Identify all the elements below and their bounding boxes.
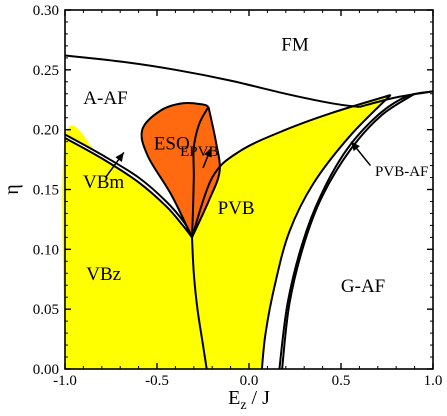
boundary-vbz-right [191,237,208,370]
y-tick-label: 0.25 [33,63,59,79]
x-axis-label-main: E [228,387,240,409]
boundary-pvb-left [191,94,391,238]
label-vbm: VBm [83,172,124,193]
x-axis-label-tail: / J [247,387,271,409]
y-tick-label: 0.05 [33,302,59,318]
boundary-vbm-inner [64,137,193,239]
region-vbz [62,125,207,369]
boundary-fm-top [64,54,360,108]
label-eso: ESO [154,134,190,155]
label-a-af: A-AF [83,88,127,109]
y-tick-label: 0.00 [33,362,59,378]
region-pvb [192,95,391,369]
y-tick-label: 0.10 [33,242,59,258]
y-tick-label: 0.30 [33,3,59,19]
axis-ticks: -1.0 -0.5 0.0 0.5 1.0 0.00 0.05 0.10 0.15 0.20 0.2… [33,3,443,389]
label-arrows [104,141,372,178]
x-tick-label: 0.0 [240,373,259,389]
region-eso [141,102,209,238]
phase-boundaries [64,54,434,370]
label-pvb-af: PVB-AF [375,164,428,180]
label-vbz: VBz [86,264,121,285]
boundary-pvb-right [260,94,392,370]
x-tick-label: -1.0 [53,373,77,389]
boundary-pvbaf-outer [278,90,434,370]
region-epvb [192,106,220,238]
boundary-epvb-right [191,106,221,238]
boundary-eso-outer [140,101,210,238]
x-tick-label: 1.0 [424,373,443,389]
label-fm: FM [281,34,309,55]
label-epvb: EPVB [180,144,218,160]
arrow-head-1 [204,147,212,158]
y-tick-label: 0.15 [33,183,59,199]
label-g-af: G-AF [341,276,385,297]
x-axis-label-sub: z [240,398,246,411]
x-axis-label: Ez / J [228,387,270,411]
boundary-pvbaf-inner [281,92,416,370]
arrow-head-0 [115,152,124,163]
label-pvb: PVB [218,198,255,219]
arrow-head-2 [351,141,360,152]
phase-regions [62,95,391,369]
x-tick-label: 0.5 [332,373,351,389]
boundary-eso-inner [191,106,210,238]
y-tick-label: 0.20 [33,123,59,139]
y-axis-label: η [1,184,23,194]
x-tick-label: -0.5 [145,373,169,389]
